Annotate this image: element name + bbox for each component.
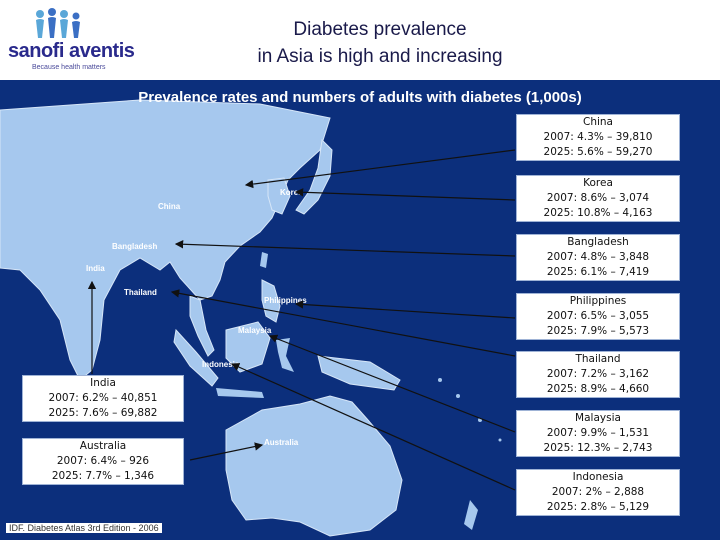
callout-australia-2007: 2007: 6.4% – 926: [56, 455, 150, 467]
callout-korea-2007: 2007: 8.6% – 3,074: [546, 192, 650, 204]
header: sanofi aventis Because health matters Di…: [0, 0, 720, 80]
callout-korea-2025: 2025: 10.8% – 4,163: [543, 207, 653, 219]
callout-australia-2025: 2025: 7.7% – 1,346: [51, 470, 155, 482]
callout-bangladesh-2025: 2025: 6.1% – 7,419: [546, 266, 650, 278]
callout-australia: Australia 2007: 6.4% – 926 2025: 7.7% – …: [22, 438, 184, 485]
callout-indonesia-2025: 2025: 2.8% – 5,129: [546, 501, 650, 513]
callout-philippines-2007: 2007: 6.5% – 3,055: [546, 310, 650, 322]
callout-india-2007: 2007: 6.2% – 40,851: [48, 392, 158, 404]
callout-malaysia-name: Malaysia: [575, 412, 621, 424]
callout-malaysia: Malaysia 2007: 9.9% – 1,531 2025: 12.3% …: [516, 410, 680, 457]
source-citation: IDF. Diabetes Atlas 3rd Edition - 2006: [6, 523, 162, 533]
callout-china-2007: 2007: 4.3% – 39,810: [543, 131, 653, 143]
callout-india: India 2007: 6.2% – 40,851 2025: 7.6% – 6…: [22, 375, 184, 422]
map-label-bangladesh: Bangladesh: [112, 242, 158, 251]
callout-bangladesh-2007: 2007: 4.8% – 3,848: [546, 251, 650, 263]
callout-malaysia-2025: 2025: 12.3% – 2,743: [543, 442, 653, 454]
callout-thailand: Thailand 2007: 7.2% – 3,162 2025: 8.9% –…: [516, 351, 680, 398]
map-label-philippines: Philippines: [264, 296, 307, 305]
callout-bangladesh-name: Bangladesh: [567, 236, 629, 248]
callout-india-name: India: [90, 377, 116, 389]
logo-tagline: Because health matters: [32, 64, 106, 71]
callout-philippines-name: Philippines: [569, 295, 627, 307]
sanofi-aventis-logo: sanofi aventis Because health matters: [8, 8, 158, 72]
callout-indonesia-name: Indonesia: [572, 471, 624, 483]
map-label-indonesia: Indonesia: [202, 360, 240, 369]
callout-thailand-2007: 2007: 7.2% – 3,162: [546, 368, 650, 380]
callout-philippines: Philippines 2007: 6.5% – 3,055 2025: 7.9…: [516, 293, 680, 340]
page-title: Diabetes prevalence in Asia is high and …: [180, 16, 580, 70]
logo-name: sanofi aventis: [8, 40, 135, 62]
callout-china-2025: 2025: 5.6% – 59,270: [543, 146, 653, 158]
callout-china-name: China: [583, 116, 613, 128]
callout-china: China 2007: 4.3% – 39,810 2025: 5.6% – 5…: [516, 114, 680, 161]
title-line-2: in Asia is high and increasing: [257, 46, 503, 67]
title-line-1: Diabetes prevalence: [293, 19, 467, 40]
callout-indonesia: Indonesia 2007: 2% – 2,888 2025: 2.8% – …: [516, 469, 680, 516]
callout-thailand-name: Thailand: [575, 353, 621, 365]
callout-korea: Korea 2007: 8.6% – 3,074 2025: 10.8% – 4…: [516, 175, 680, 222]
callout-australia-name: Australia: [79, 440, 127, 452]
callout-india-2025: 2025: 7.6% – 69,882: [48, 407, 158, 419]
callout-indonesia-2007: 2007: 2% – 2,888: [551, 486, 645, 498]
map-subtitle: Prevalence rates and numbers of adults w…: [138, 89, 582, 106]
callout-bangladesh: Bangladesh 2007: 4.8% – 3,848 2025: 6.1%…: [516, 234, 680, 281]
callout-malaysia-2007: 2007: 9.9% – 1,531: [546, 427, 650, 439]
map-label-korea: Korea: [280, 188, 303, 197]
map-label-china: China: [158, 202, 181, 211]
map-label-australia: Australia: [264, 438, 299, 447]
map-label-india: India: [86, 264, 105, 273]
map-label-malaysia: Malaysia: [238, 326, 272, 335]
logo-figures-icon: [36, 8, 80, 38]
map-label-thailand: Thailand: [124, 288, 157, 297]
callout-korea-name: Korea: [583, 177, 613, 189]
callout-thailand-2025: 2025: 8.9% – 4,660: [546, 383, 650, 395]
callout-philippines-2025: 2025: 7.9% – 5,573: [546, 325, 650, 337]
